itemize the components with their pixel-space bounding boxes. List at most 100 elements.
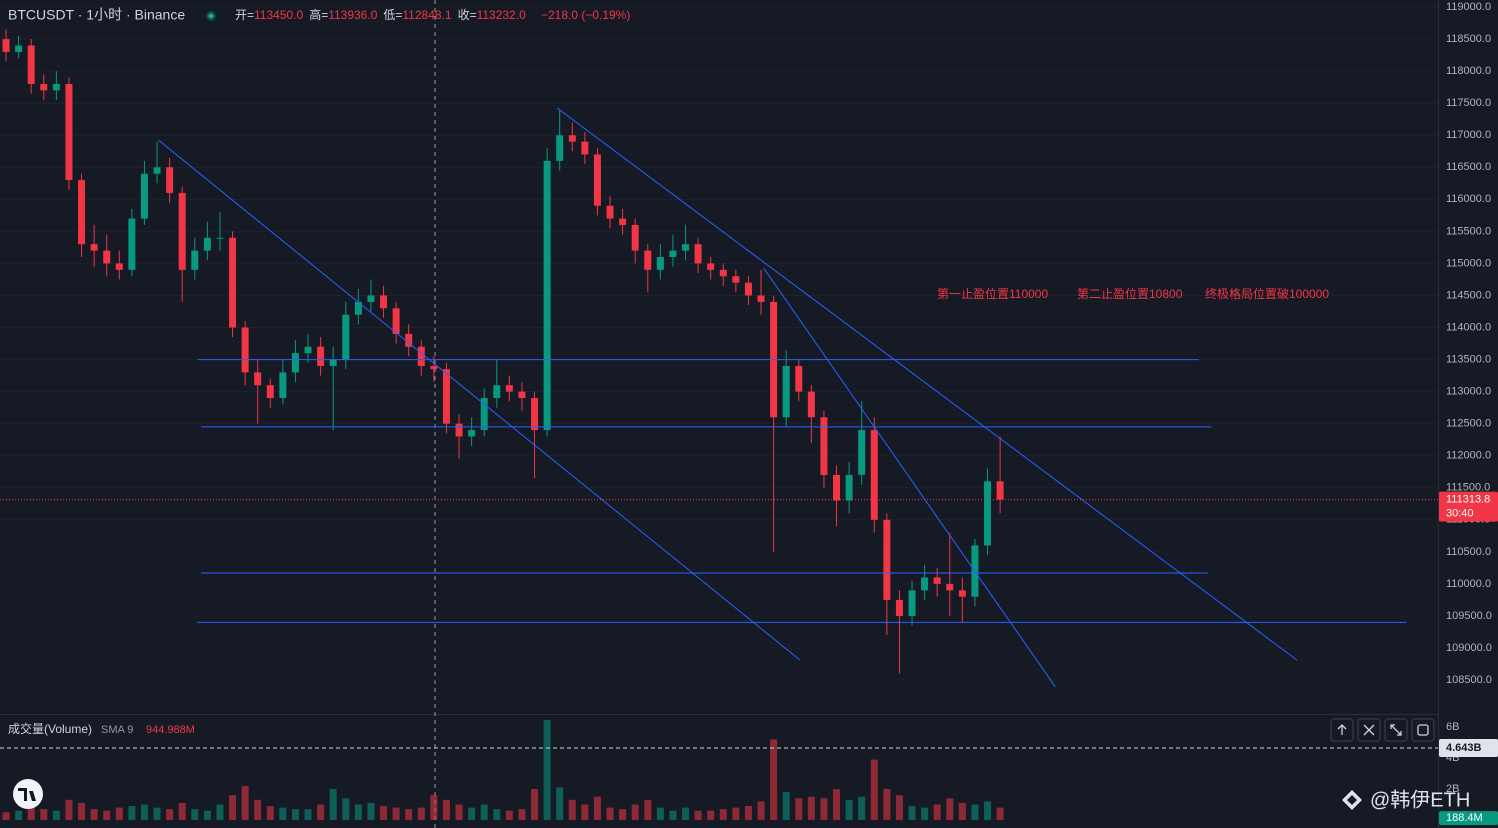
volume-bar [329, 789, 337, 820]
volume-bar [606, 807, 614, 820]
candle-body [946, 583, 954, 591]
y-tick-label: 115000.0 [1446, 257, 1491, 269]
volume-bar [719, 809, 727, 820]
pane-buttons [1330, 718, 1435, 742]
candle-body [203, 237, 211, 251]
candle-body [593, 154, 601, 206]
volume-bar [455, 804, 463, 820]
icon [1390, 724, 1402, 736]
volume-bar [78, 802, 86, 820]
volume-bar [430, 795, 438, 820]
ohlc-label: 开= [235, 8, 254, 22]
candle-body [556, 135, 564, 161]
volume-bar [644, 799, 652, 820]
candle-body [619, 218, 627, 225]
y-tick-label: 116500.0 [1446, 161, 1491, 173]
volume-bar [996, 807, 1004, 820]
volume-bar [128, 806, 136, 820]
y-tick-label: 109000.0 [1446, 642, 1492, 654]
candle-body [266, 385, 274, 399]
candle-body [606, 205, 614, 219]
candle-body [128, 218, 136, 270]
candle-body [52, 83, 60, 91]
candle-body [757, 295, 765, 302]
trend-line [556, 107, 1298, 661]
candle-body [15, 45, 23, 52]
candle-body [178, 192, 186, 270]
volume-bar [153, 807, 161, 820]
volume-bar [15, 810, 23, 820]
y-tick-label: 117000.0 [1446, 129, 1491, 141]
candle-body [833, 474, 841, 501]
volume-bar [480, 804, 488, 820]
volume-bar [870, 759, 878, 820]
candle-body [140, 173, 148, 219]
volume-bar [27, 807, 35, 820]
volume-bar [90, 809, 98, 820]
volume-bar [417, 807, 425, 820]
sma-value: 944.988M [146, 724, 195, 736]
logo-bg [13, 779, 43, 809]
candle-body [656, 257, 664, 270]
icon [1417, 724, 1429, 736]
volume-bar [946, 798, 954, 820]
last-price-label: 111313.8 [1446, 494, 1490, 506]
volume-bar [380, 806, 388, 820]
volume-bar [229, 795, 237, 820]
candle-body [807, 391, 815, 418]
candle-body [958, 590, 966, 597]
volume-bar [493, 809, 501, 820]
volume-bar [279, 807, 287, 820]
y-tick-label: 117500.0 [1446, 97, 1491, 109]
volume-bar [933, 804, 941, 820]
volume-bar [744, 806, 752, 820]
volume-bar [820, 798, 828, 820]
volume-bar [883, 789, 891, 820]
candle-body [342, 314, 350, 360]
volume-bar [694, 810, 702, 820]
plot [0, 29, 1438, 820]
candle-body [921, 577, 929, 591]
y-tick-label: 119000.0 [1446, 1, 1491, 13]
volume-bar [833, 789, 841, 820]
candle-body [367, 295, 375, 302]
volume-bar [140, 804, 148, 820]
candle-body [291, 353, 299, 373]
change: −218.0 (−0.19%) [541, 8, 630, 22]
volume-bar [103, 810, 111, 820]
ohlc-label: 低= [383, 8, 402, 22]
volume-bar [845, 799, 853, 820]
candle-body [480, 398, 488, 431]
candle-body [895, 599, 903, 616]
volume-bar [568, 799, 576, 820]
volume-bar [581, 804, 589, 820]
candle-body [468, 430, 476, 437]
candle-body [191, 250, 199, 270]
volume-bar [354, 804, 362, 820]
annotation: 第二止盈位置10800 [1077, 286, 1183, 301]
y-tick-label: 116000.0 [1446, 193, 1491, 205]
volume-bar [732, 807, 740, 820]
y-tick-label: 113000.0 [1446, 386, 1491, 398]
volume-bar [619, 809, 627, 820]
button-maximize[interactable] [1411, 718, 1435, 742]
volume-bar [254, 799, 262, 820]
candle-body [543, 160, 551, 431]
candle-body [354, 301, 362, 315]
y-tick-label: 113500.0 [1446, 353, 1491, 365]
volume-bar [178, 802, 186, 820]
volume-bar [2, 812, 10, 820]
y-tick-label: 109500.0 [1446, 610, 1492, 622]
annotation: 第一止盈位置110000 [937, 286, 1048, 301]
icon [1337, 724, 1347, 735]
volume-last-label: 188.4M [1446, 812, 1483, 824]
volume-bar [342, 798, 350, 820]
candle-body [581, 141, 589, 155]
volume-bar [971, 804, 979, 820]
y-tick-label: 111500.0 [1446, 482, 1490, 494]
candle-body [279, 372, 287, 399]
symbol: BTCUSDT · 1小时 · Binance [8, 7, 185, 23]
volume-tick-label: 2B [1446, 783, 1459, 795]
candle-body [40, 83, 48, 91]
volume-bar [65, 799, 73, 820]
